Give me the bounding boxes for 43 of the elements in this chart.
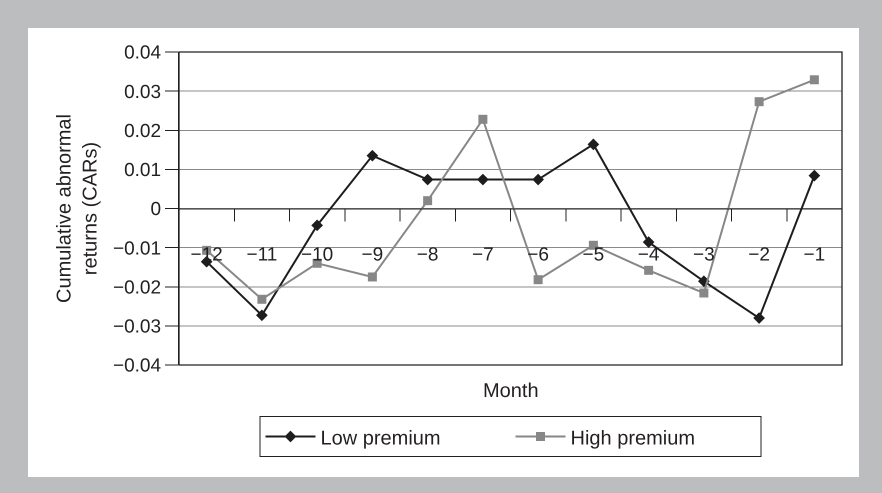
y-tick-label: 0.01	[124, 160, 162, 182]
point	[534, 275, 543, 284]
point	[368, 272, 377, 282]
point	[808, 170, 820, 182]
y-tick-label: 0.04	[124, 42, 162, 64]
point	[588, 138, 600, 150]
point	[366, 150, 378, 162]
point	[644, 266, 654, 275]
x-tick-label: −2	[748, 244, 770, 266]
point	[477, 174, 489, 186]
point	[753, 312, 765, 324]
x-tick-label: −8	[416, 244, 438, 266]
y-tick-label: −0.03	[112, 316, 162, 338]
point	[478, 114, 488, 124]
point	[754, 97, 764, 106]
x-tick-label: −6	[527, 244, 549, 266]
point	[642, 236, 654, 248]
y-tick-label: 0.03	[124, 82, 162, 103]
x-tick-label: −7	[472, 244, 494, 266]
x-tick-label: −11	[246, 244, 278, 266]
point	[257, 294, 266, 304]
x-tick-label: −10	[301, 244, 334, 266]
y-tick-label: −0.01	[112, 238, 162, 260]
point	[311, 219, 323, 232]
point	[423, 196, 432, 206]
y-tick-label: −0.02	[112, 277, 162, 298]
x-tick-label: −4	[638, 244, 660, 266]
legend-label: High premium	[570, 427, 695, 450]
point	[532, 174, 544, 186]
y-tick-label: 0.02	[124, 120, 162, 142]
y-tick-label: −0.04	[112, 356, 162, 377]
x-tick-label: −1	[804, 244, 826, 266]
y-axis-title: Cumulative abnormal returns (CARs)	[53, 114, 102, 303]
x-tick-label: −3	[693, 244, 715, 266]
legend-label: Low premium	[320, 427, 441, 450]
point	[422, 174, 434, 186]
point	[699, 288, 708, 298]
x-tick-label: −5	[582, 244, 604, 266]
point	[256, 309, 268, 322]
x-axis-title: Month	[483, 380, 539, 402]
point	[810, 75, 819, 84]
y-tick-label: 0	[150, 199, 162, 220]
x-tick-label: −9	[362, 244, 384, 266]
